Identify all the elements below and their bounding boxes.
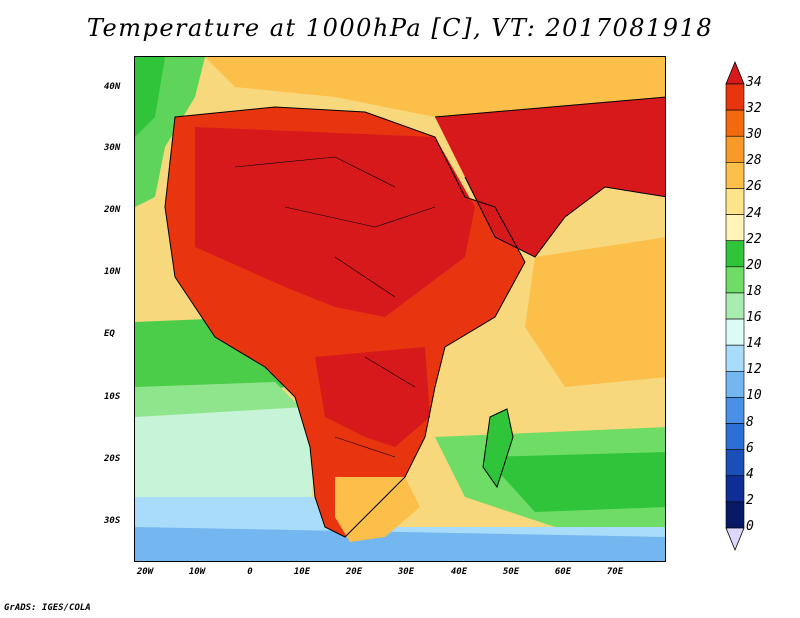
lat-label: 30N <box>104 143 121 153</box>
colorbar-segment <box>725 501 745 529</box>
colorbar-tick-label: 6 <box>746 440 754 456</box>
colorbar-tick-label: 32 <box>746 101 762 117</box>
arabian-sea-warm <box>525 237 665 387</box>
colorbar-segment <box>725 423 745 450</box>
colorbar-segment <box>725 162 745 189</box>
temperature-map <box>134 56 666 562</box>
colorbar-tick-label: 18 <box>746 283 762 299</box>
colorbar-tick-label: 26 <box>746 179 762 195</box>
lat-label: EQ <box>104 329 115 339</box>
colorbar-tick-label: 2 <box>746 492 754 508</box>
lon-label: 30E <box>397 567 415 577</box>
colorbar-segment <box>725 397 745 424</box>
colorbar-segment <box>725 449 745 477</box>
indian-ocean-south-deep <box>485 452 665 512</box>
colorbar <box>725 60 745 552</box>
colorbar-tick-label: 8 <box>746 414 754 430</box>
colorbar-segment <box>725 214 745 242</box>
atlantic-north-cooler <box>135 57 165 137</box>
colorbar-tick-label: 20 <box>746 257 762 273</box>
madagascar-coastline <box>482 408 514 489</box>
lat-label: 20N <box>104 205 121 215</box>
colorbar-segment <box>725 188 745 215</box>
lat-label: 20S <box>104 454 121 464</box>
madagascar <box>483 409 513 487</box>
lon-label: 20E <box>345 567 363 577</box>
colorbar-tick-label: 24 <box>746 205 762 221</box>
lon-label: 60E <box>554 567 572 577</box>
colorbar-segment <box>725 109 745 137</box>
lon-label: 40E <box>450 567 468 577</box>
colorbar-tick-label: 0 <box>746 519 754 534</box>
central-africa-hot <box>315 347 430 447</box>
colorbar-segment <box>725 292 745 320</box>
country-borders <box>234 156 436 458</box>
lon-label: 20W <box>136 567 154 577</box>
colorbar-bottom-arrow <box>725 527 745 552</box>
colorbar-tick-label: 30 <box>746 127 762 143</box>
arabia-hottest <box>435 97 665 257</box>
colorbar-tick-label: 16 <box>746 310 762 326</box>
arabia-coastline <box>434 96 665 258</box>
lat-label: 10N <box>104 267 121 277</box>
sahara-hottest <box>195 127 475 317</box>
lon-label: 70E <box>606 567 624 577</box>
colorbar-segment <box>725 344 745 372</box>
map-canvas <box>135 57 665 561</box>
colorbar-tick-label: 12 <box>746 362 762 378</box>
colorbar-tick-label: 4 <box>746 466 754 482</box>
lat-label: 10S <box>104 392 121 402</box>
colorbar-tick-label: 34 <box>746 75 762 90</box>
credit-text: GrADS: IGES/COLA <box>4 603 91 613</box>
colorbar-segment <box>725 475 745 503</box>
colorbar-top-arrow <box>725 60 745 85</box>
colorbar-segment <box>725 318 745 346</box>
colorbar-tick-label: 22 <box>746 231 762 247</box>
colorbar-tick-label: 10 <box>746 388 762 404</box>
colorbar-tick-label: 28 <box>746 153 762 169</box>
colorbar-segment <box>725 266 745 294</box>
lat-label: 40N <box>104 82 121 92</box>
colorbar-tick-label: 14 <box>746 336 762 352</box>
lon-label: 50E <box>502 567 520 577</box>
map-title: Temperature at 1000hPa [C], VT: 20170819… <box>86 14 714 42</box>
lon-label: 10E <box>293 567 311 577</box>
lon-label: 10W <box>188 567 206 577</box>
colorbar-segment <box>725 370 745 398</box>
colorbar-segment <box>725 240 745 268</box>
lon-label: 0 <box>247 567 253 577</box>
colorbar-segment <box>725 83 745 111</box>
mediterranean-warm <box>205 57 665 117</box>
lat-label: 30S <box>104 516 121 526</box>
africa-coastline <box>164 106 526 538</box>
colorbar-segment <box>725 135 745 163</box>
southern-ocean-colder <box>135 527 665 561</box>
